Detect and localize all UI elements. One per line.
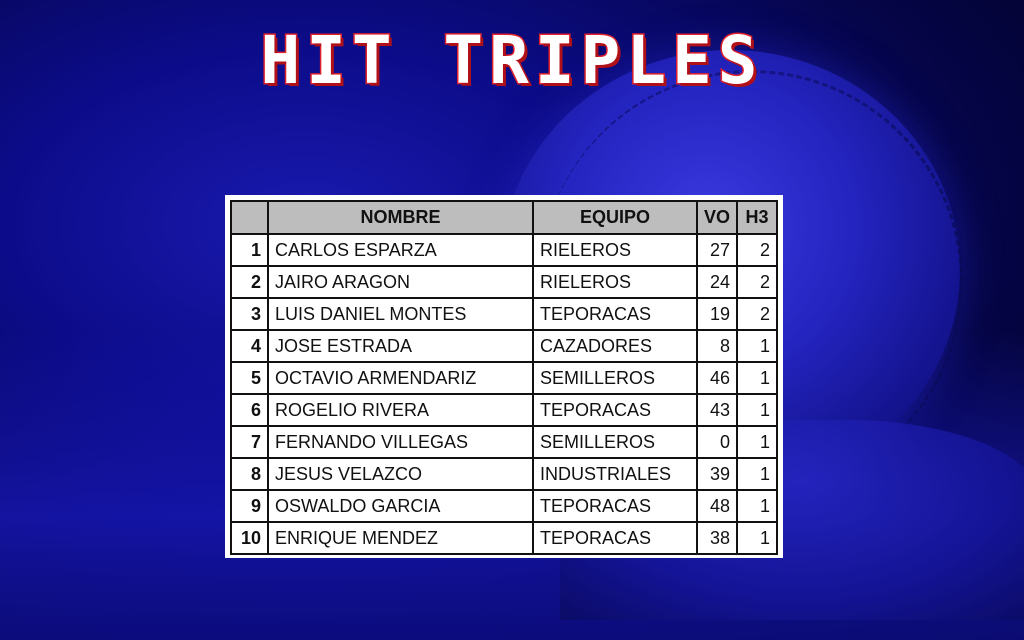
table-row: 9 OSWALDO GARCIA TEPORACAS 48 1: [230, 489, 779, 523]
h3-cell: 1: [735, 361, 779, 395]
h3-cell: 1: [735, 393, 779, 427]
table-row: 4 JOSE ESTRADA CAZADORES 8 1: [230, 329, 779, 363]
stats-table: NOMBRE EQUIPO VO H3 1 CARLOS ESPARZA RIELE…: [230, 200, 779, 555]
team-cell: RIELEROS: [531, 265, 698, 299]
header-h3: H3: [735, 200, 779, 235]
vo-cell: 38: [695, 521, 738, 555]
rank-cell: 2: [230, 265, 269, 299]
team-cell: RIELEROS: [531, 233, 698, 267]
h3-cell: 2: [735, 265, 779, 299]
name-cell: FERNANDO VILLEGAS: [266, 425, 534, 459]
header-vo: VO: [695, 200, 738, 235]
team-cell: INDUSTRIALES: [531, 457, 698, 491]
name-cell: OCTAVIO ARMENDARIZ: [266, 361, 534, 395]
header-nombre: NOMBRE: [266, 200, 534, 235]
page-title: HIT TRIPLES: [259, 21, 764, 101]
name-cell: ROGELIO RIVERA: [266, 393, 534, 427]
name-cell: OSWALDO GARCIA: [266, 489, 534, 523]
baseball-seam: [540, 70, 963, 493]
team-cell: SEMILLEROS: [531, 361, 698, 395]
h3-cell: 2: [735, 297, 779, 331]
vo-cell: 39: [695, 457, 738, 491]
table-row: 2 JAIRO ARAGON RIELEROS 24 2: [230, 265, 779, 299]
rank-cell: 8: [230, 457, 269, 491]
table-row: 3 LUIS DANIEL MONTES TEPORACAS 19 2: [230, 297, 779, 331]
table-row: 10 ENRIQUE MENDEZ TEPORACAS 38 1: [230, 521, 779, 555]
rank-cell: 7: [230, 425, 269, 459]
table-row: 8 JESUS VELAZCO INDUSTRIALES 39 1: [230, 457, 779, 491]
h3-cell: 1: [735, 489, 779, 523]
vo-cell: 27: [695, 233, 738, 267]
name-cell: JAIRO ARAGON: [266, 265, 534, 299]
rank-cell: 4: [230, 329, 269, 363]
table-row: 5 OCTAVIO ARMENDARIZ SEMILLEROS 46 1: [230, 361, 779, 395]
team-cell: SEMILLEROS: [531, 425, 698, 459]
team-cell: TEPORACAS: [531, 297, 698, 331]
vo-cell: 8: [695, 329, 738, 363]
table-row: 1 CARLOS ESPARZA RIELEROS 27 2: [230, 233, 779, 267]
h3-cell: 1: [735, 457, 779, 491]
h3-cell: 1: [735, 521, 779, 555]
team-cell: TEPORACAS: [531, 489, 698, 523]
vo-cell: 0: [695, 425, 738, 459]
team-cell: CAZADORES: [531, 329, 698, 363]
rank-cell: 10: [230, 521, 269, 555]
name-cell: JOSE ESTRADA: [266, 329, 534, 363]
rank-cell: 1: [230, 233, 269, 267]
h3-cell: 1: [735, 329, 779, 363]
table-header-row: NOMBRE EQUIPO VO H3: [230, 200, 779, 235]
team-cell: TEPORACAS: [531, 521, 698, 555]
name-cell: CARLOS ESPARZA: [266, 233, 534, 267]
team-cell: TEPORACAS: [531, 393, 698, 427]
vo-cell: 24: [695, 265, 738, 299]
name-cell: LUIS DANIEL MONTES: [266, 297, 534, 331]
vo-cell: 19: [695, 297, 738, 331]
table-row: 6 ROGELIO RIVERA TEPORACAS 43 1: [230, 393, 779, 427]
vo-cell: 43: [695, 393, 738, 427]
vo-cell: 48: [695, 489, 738, 523]
table-row: 7 FERNANDO VILLEGAS SEMILLEROS 0 1: [230, 425, 779, 459]
stats-table-card: NOMBRE EQUIPO VO H3 1 CARLOS ESPARZA RIELE…: [225, 195, 783, 558]
name-cell: ENRIQUE MENDEZ: [266, 521, 534, 555]
rank-cell: 9: [230, 489, 269, 523]
rank-cell: 6: [230, 393, 269, 427]
header-rank: [230, 200, 269, 235]
rank-cell: 5: [230, 361, 269, 395]
rank-cell: 3: [230, 297, 269, 331]
vo-cell: 46: [695, 361, 738, 395]
h3-cell: 1: [735, 425, 779, 459]
h3-cell: 2: [735, 233, 779, 267]
header-equipo: EQUIPO: [531, 200, 698, 235]
name-cell: JESUS VELAZCO: [266, 457, 534, 491]
